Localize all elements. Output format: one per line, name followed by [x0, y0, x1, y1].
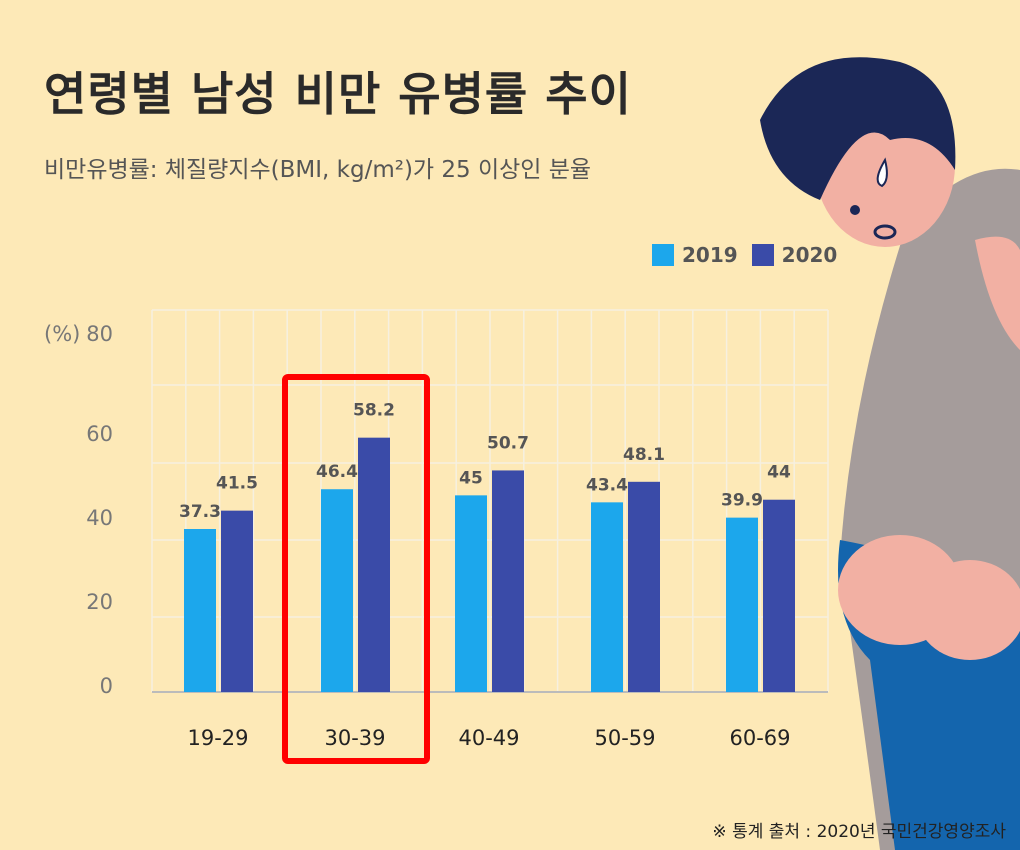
data-label: 45	[459, 468, 483, 488]
bar-2020-60-69	[763, 499, 795, 692]
data-label: 37.3	[179, 502, 221, 522]
subtitle: 비만유병률: 체질량지수(BMI, kg/m²)가 25 이상인 분율	[44, 157, 592, 183]
y-tick-label: 60	[86, 422, 113, 446]
bar-2020-19-29	[221, 510, 253, 692]
data-label: 41.5	[216, 474, 258, 494]
x-tick-label: 40-49	[458, 726, 519, 750]
legend: 2019 2020	[652, 243, 837, 267]
x-tick-label: 30-39	[324, 726, 385, 750]
x-tick-label: 19-29	[187, 726, 248, 750]
x-tick-label: 50-59	[594, 726, 655, 750]
legend-item-2020: 2020	[751, 243, 838, 267]
source-note: ※ 통계 출처 : 2020년 국민건강영양조사	[712, 822, 1006, 842]
data-label: 46.4	[316, 462, 358, 482]
data-label: 44	[767, 463, 791, 483]
bar-2019-60-69	[726, 517, 758, 692]
x-tick-label: 60-69	[729, 726, 790, 750]
data-label: 58.2	[353, 401, 395, 421]
bar-2019-19-29	[184, 528, 216, 692]
y-unit-label: (%)	[44, 322, 80, 346]
page-title: 연령별 남성 비만 유병률 추이	[44, 67, 632, 121]
data-label: 48.1	[623, 445, 665, 465]
y-tick-label: 80	[86, 322, 113, 346]
y-tick-label: 0	[100, 674, 113, 698]
legend-swatch-2020	[751, 244, 774, 266]
bar-2019-50-59	[591, 502, 623, 692]
bar-2020-40-49	[492, 470, 524, 692]
legend-label-2020: 2020	[781, 243, 838, 267]
legend-label-2019: 2019	[682, 243, 738, 267]
bar-2020-50-59	[628, 481, 660, 692]
legend-swatch-2019	[652, 244, 674, 266]
bar-2019-30-39	[321, 489, 353, 692]
highlight-box	[282, 374, 430, 764]
y-tick-label: 40	[86, 506, 113, 530]
data-label: 50.7	[487, 433, 529, 453]
y-tick-label: 20	[86, 590, 113, 614]
bar-2019-40-49	[455, 495, 487, 692]
legend-item-2019: 2019	[652, 243, 738, 267]
data-label: 43.4	[586, 475, 628, 495]
bar-2020-30-39	[358, 437, 390, 692]
data-label: 39.9	[721, 491, 763, 511]
